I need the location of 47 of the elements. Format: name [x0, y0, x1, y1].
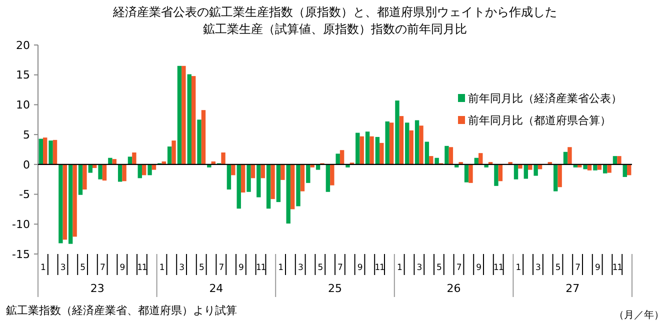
x-tick-label: 3 — [298, 263, 303, 273]
x-tick-label: 9 — [594, 263, 600, 273]
x-tick-label: 1 — [396, 263, 402, 273]
y-tick-label: 5 — [23, 128, 30, 142]
x-tick-label: 3 — [536, 263, 541, 273]
x-tick-label: 5 — [318, 263, 323, 273]
x-axis-title: （月／年） — [614, 309, 664, 321]
chart-title: 経済産業省公表の鉱工業生産指数（原指数）と、都道府県別ウェイトから作成した — [112, 5, 557, 19]
text: 27 — [566, 282, 580, 295]
x-tick-label: 1 — [278, 263, 284, 273]
x-tick-label: 5 — [555, 263, 560, 273]
chart-subtitle: 鉱工業生産（試算値、原指数）指数の前年同月比 — [203, 22, 467, 36]
x-tick-label: 5 — [198, 263, 204, 273]
legend-label: 前年同月比（都道府県合算） — [468, 114, 611, 127]
x-tick-label: 3 — [60, 263, 66, 273]
y-tick-label: 20 — [16, 38, 30, 52]
x-tick-label: 3 — [416, 263, 422, 273]
y-tick-label: 0 — [23, 158, 30, 172]
x-tick-label: 7 — [575, 263, 580, 273]
x-tick-label: 1 — [40, 263, 46, 273]
x-tick-label: 7 — [218, 263, 224, 273]
x-tick-label: 5 — [80, 263, 86, 273]
text: 25 — [328, 282, 342, 295]
x-tick-label: 7 — [456, 263, 462, 273]
text: 26 — [446, 282, 461, 295]
text: 24 — [209, 282, 224, 295]
y-tick-label: -10 — [12, 218, 30, 231]
text: 鉱工業指数（経済産業省、都道府県）より試算 — [6, 304, 237, 317]
y-tick-label: -5 — [19, 188, 30, 202]
x-tick-label: 5 — [436, 263, 442, 273]
x-tick-label: 7 — [338, 263, 343, 273]
x-tick-label: 9 — [476, 263, 482, 273]
x-tick-label: 9 — [357, 263, 362, 273]
legend-label: 前年同月比（経済産業省公表） — [468, 92, 622, 105]
x-tick-label: 1 — [159, 263, 164, 273]
text: 23 — [90, 282, 104, 295]
x-tick-label: 9 — [238, 263, 244, 273]
x-tick-label: 7 — [100, 263, 105, 273]
x-tick-label: 11 — [494, 263, 504, 273]
x-tick-label: 3 — [179, 263, 184, 273]
x-tick-label: 11 — [374, 263, 385, 273]
y-tick-label: -15 — [12, 248, 30, 261]
x-tick-label: 11 — [137, 263, 147, 273]
y-tick-label: 15 — [16, 68, 30, 82]
x-tick-label: 9 — [120, 263, 125, 273]
y-tick-label: 10 — [16, 98, 30, 112]
x-tick-label: 1 — [516, 263, 521, 273]
